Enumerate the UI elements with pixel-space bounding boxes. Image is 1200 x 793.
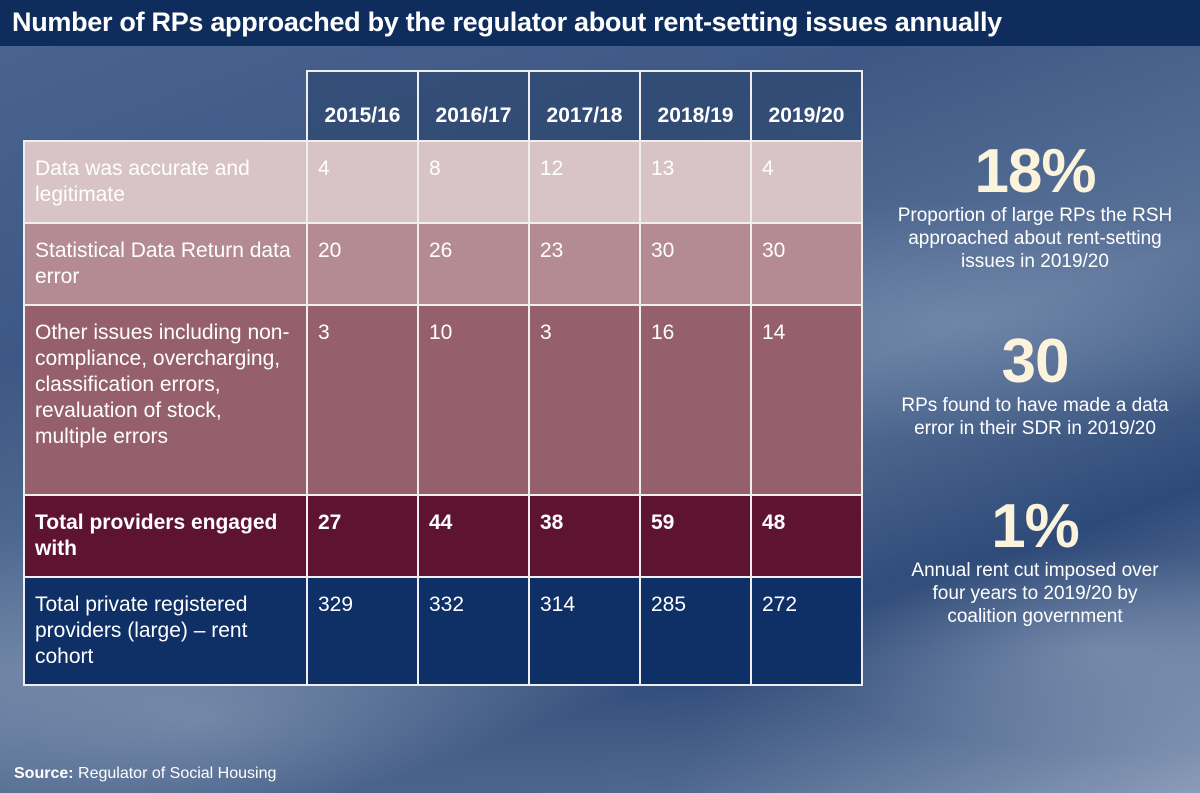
table-cell: 16 [639,304,752,496]
table-cell: 3 [528,304,641,496]
table-cell: 272 [750,576,863,686]
stat-description: Proportion of large RPs the RSH approach… [897,205,1173,272]
table-cell: 20 [306,222,419,306]
stat-description: Annual rent cut imposed over four years … [911,560,1159,627]
table-cell: 4 [750,140,863,224]
table-cell: 38 [528,494,641,578]
stat-block: 30 RPs found to have made a data error i… [870,330,1200,440]
table-cell: 329 [306,576,419,686]
table-cell: 3 [306,304,419,496]
table-cell: 12 [528,140,641,224]
table-cell: 48 [750,494,863,578]
table-cell: 8 [417,140,530,224]
row-label: Total providers engaged with [23,494,308,578]
column-header: 2015/16 [306,70,419,142]
stat-block: 18% Proportion of large RPs the RSH appr… [870,140,1200,273]
row-label: Other issues including non-compliance, o… [23,304,308,496]
table-row: Total providers engaged with 27 44 38 59 48 [23,494,863,578]
table-cell: 14 [750,304,863,496]
header-row: 2015/16 2016/17 2017/18 2018/19 2019/20 [24,70,863,142]
column-header: 2017/18 [528,70,641,142]
stat-description: RPs found to have made a data error in t… [901,395,1169,439]
header-blank [24,71,307,142]
table-cell: 30 [750,222,863,306]
column-header: 2016/17 [417,70,530,142]
stat-value: 18% [974,137,1096,206]
row-label: Total private registered providers (larg… [23,576,308,686]
column-header: 2019/20 [750,70,863,142]
source-note: Source: Regulator of Social Housing [14,765,276,783]
table-cell: 26 [417,222,530,306]
table-cell: 30 [639,222,752,306]
column-header: 2018/19 [639,70,752,142]
table-cell: 285 [639,576,752,686]
row-label: Statistical Data Return data error [23,222,308,306]
table-cell: 23 [528,222,641,306]
table-row: Data was accurate and legitimate 4 8 12 13 4 [23,140,863,224]
table-cell: 44 [417,494,530,578]
stat-block: 1% Annual rent cut imposed over four yea… [870,495,1200,628]
table-cell: 332 [417,576,530,686]
table-cell: 59 [639,494,752,578]
table-row: Total private registered providers (larg… [23,576,863,686]
page-title: Number of RPs approached by the regulato… [0,0,1200,46]
table-cell: 27 [306,494,419,578]
data-table: 2015/16 2016/17 2017/18 2018/19 2019/20 … [23,70,863,686]
row-label: Data was accurate and legitimate [23,140,308,224]
source-text: Regulator of Social Housing [78,765,277,782]
stat-value: 1% [991,492,1080,561]
table-cell: 10 [417,304,530,496]
table-cell: 13 [639,140,752,224]
table-cell: 314 [528,576,641,686]
stat-value: 30 [1001,327,1070,396]
table-row: Other issues including non-compliance, o… [23,304,863,496]
table-row: Statistical Data Return data error 20 26 23… [23,222,863,306]
source-label: Source: [14,765,74,782]
table-cell: 4 [306,140,419,224]
